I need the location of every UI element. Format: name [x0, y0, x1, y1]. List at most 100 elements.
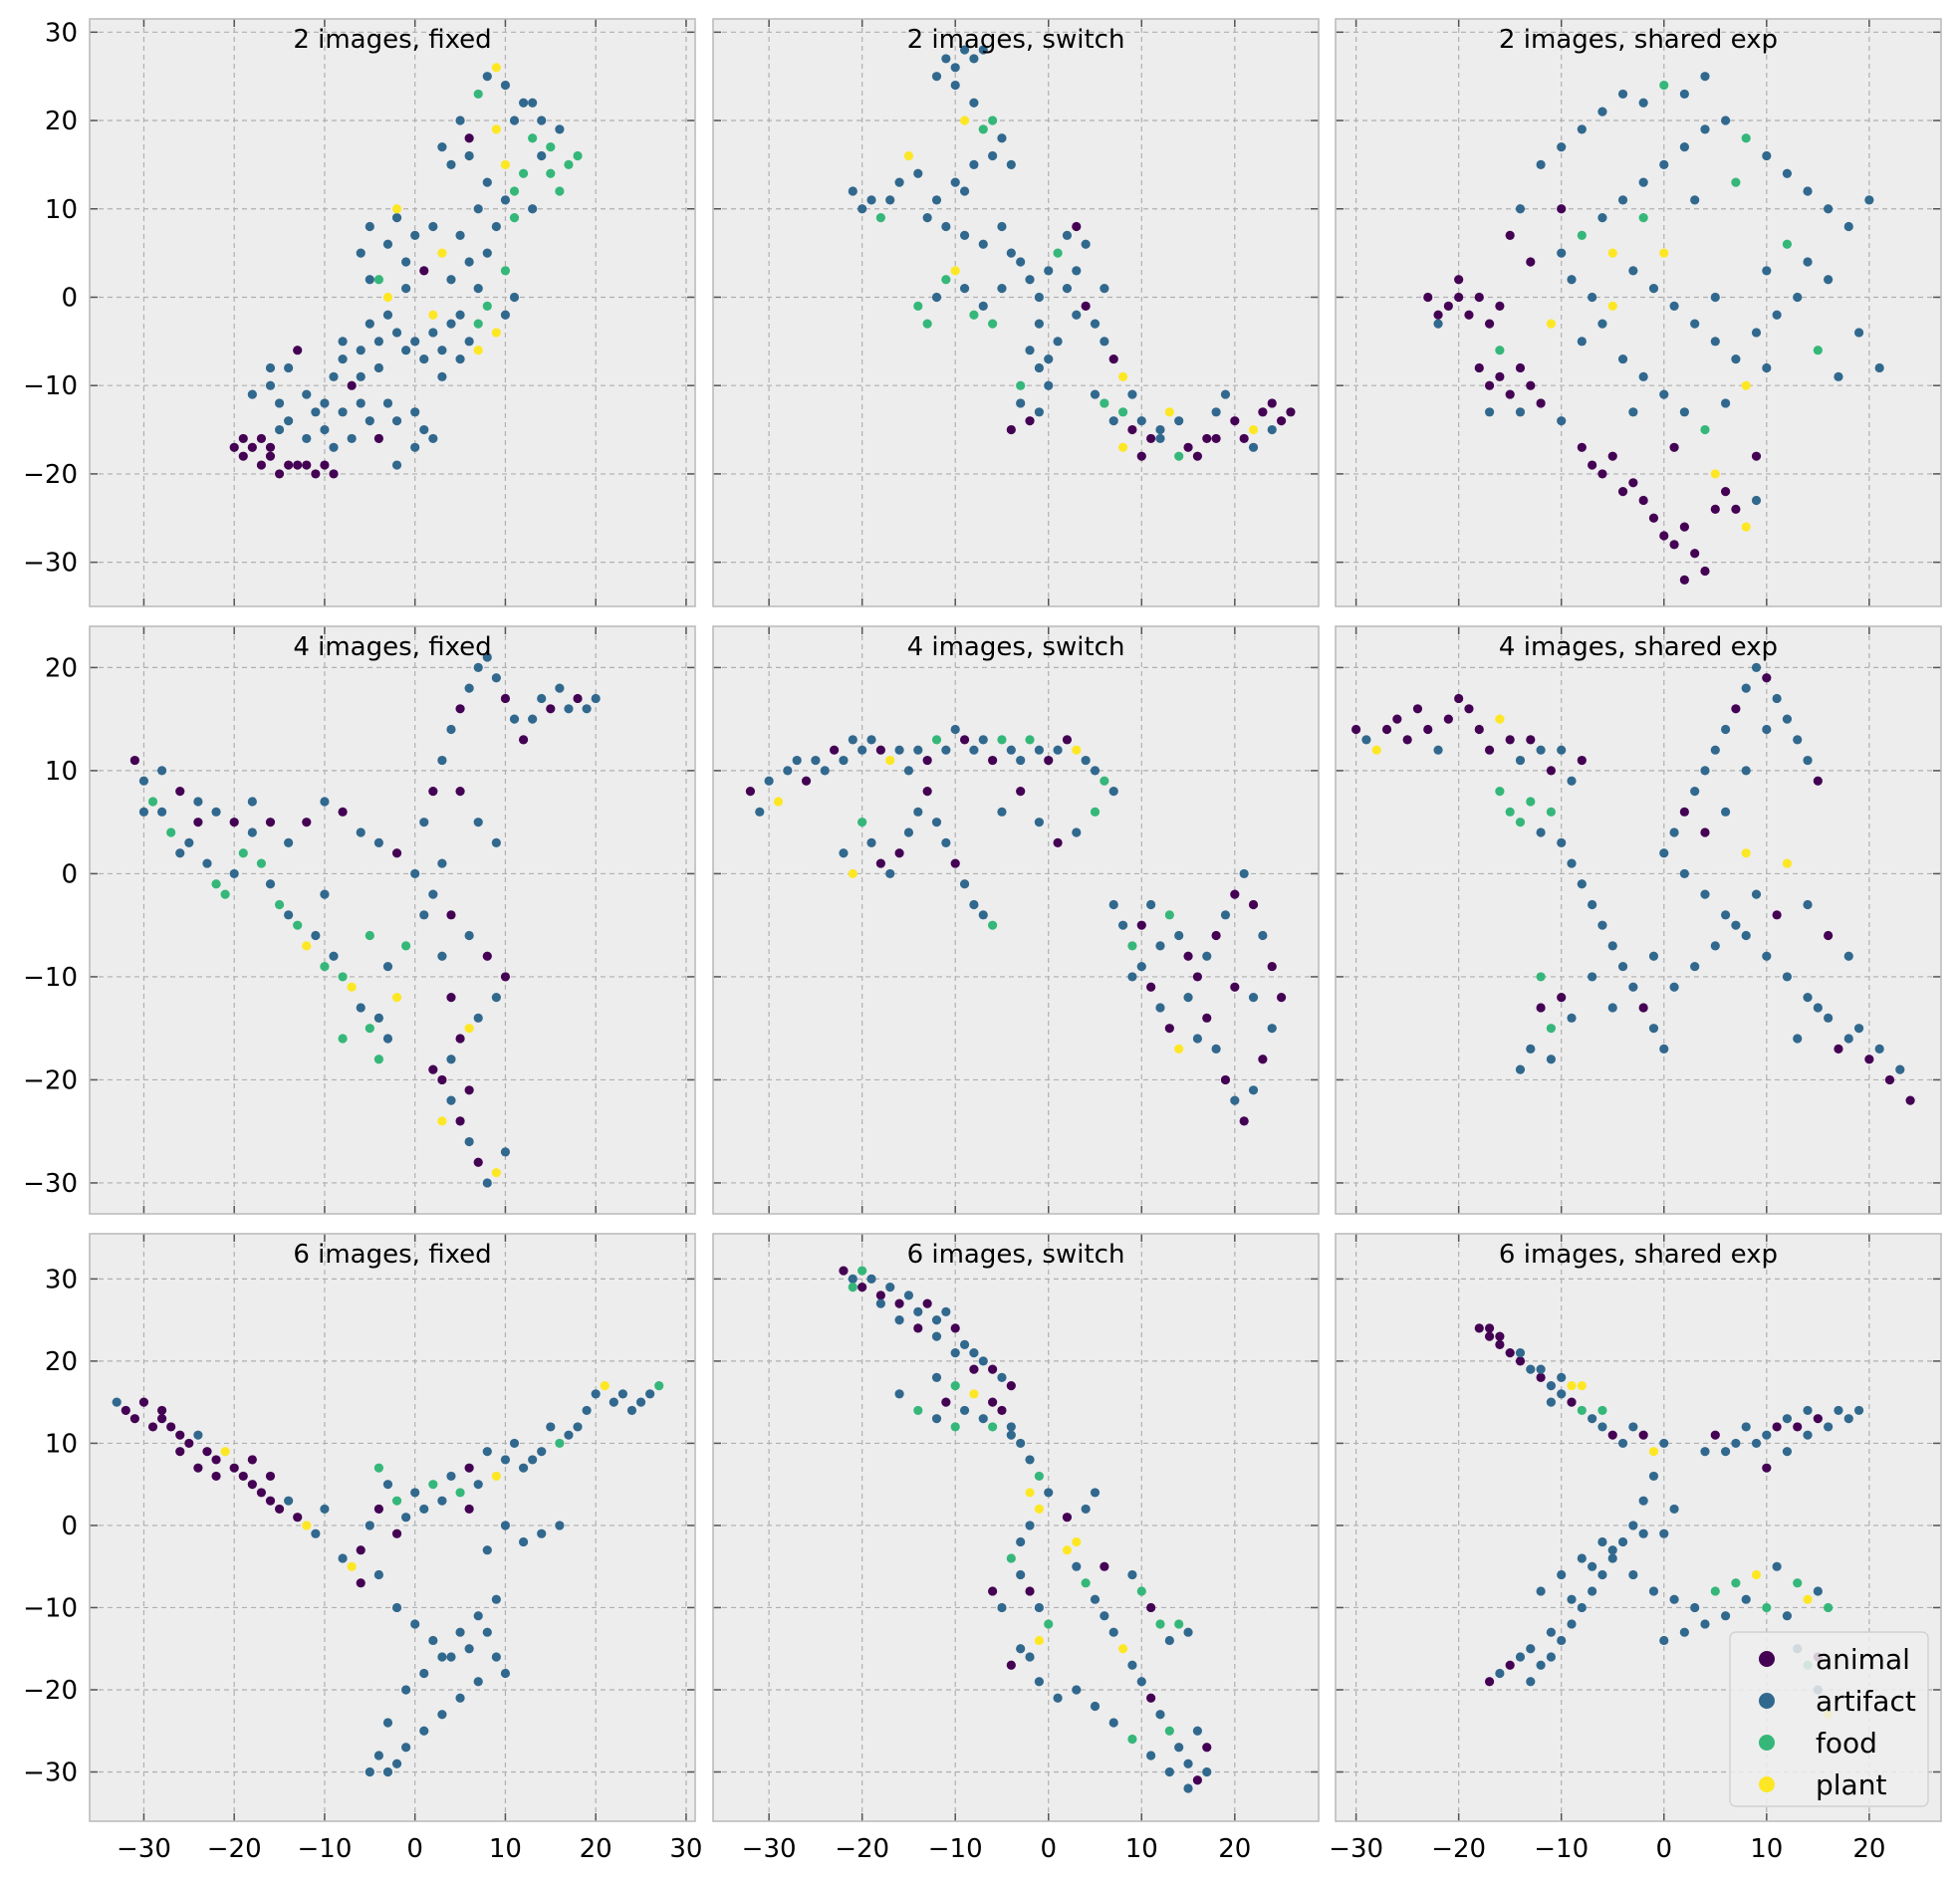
scatter-point-artifact — [1679, 868, 1689, 879]
scatter-point-artifact — [437, 1496, 447, 1506]
scatter-point-animal — [256, 460, 267, 470]
scatter-point-plant — [1495, 714, 1505, 724]
scatter-point-artifact — [391, 416, 402, 426]
scatter-point-animal — [1484, 319, 1495, 329]
scatter-point-artifact — [500, 195, 511, 205]
scatter-point-artifact — [1136, 1677, 1146, 1687]
scatter-point-food — [365, 930, 374, 941]
scatter-point-animal — [320, 460, 330, 470]
scatter-point-artifact — [112, 1397, 122, 1407]
scatter-point-food — [373, 1055, 383, 1064]
scatter-point-artifact — [1546, 1652, 1557, 1662]
scatter-point-animal — [1720, 487, 1731, 497]
scatter-point-animal — [1700, 566, 1710, 577]
scatter-point-artifact — [1006, 159, 1016, 169]
panel-title: 2 images, fixed — [293, 25, 491, 55]
scatter-point-animal — [446, 910, 456, 920]
scatter-point-artifact — [1710, 292, 1720, 303]
plot-area — [90, 626, 695, 1214]
y-tick-label: −10 — [23, 1593, 78, 1623]
scatter-point-animal — [1072, 221, 1082, 232]
scatter-point-artifact — [428, 328, 438, 338]
scatter-point-artifact — [1577, 879, 1587, 889]
scatter-point-plant — [491, 124, 501, 134]
scatter-point-artifact — [931, 72, 942, 82]
scatter-point-artifact — [284, 837, 294, 847]
scatter-point-artifact — [1648, 284, 1659, 294]
scatter-point-food — [1710, 1586, 1720, 1596]
scatter-point-artifact — [1211, 1044, 1221, 1054]
subplot-5: 4 images, switch — [712, 625, 1320, 1215]
scatter-point-animal — [175, 1430, 185, 1440]
legend-label: artifact — [1816, 1685, 1916, 1718]
x-tick-label: −20 — [207, 1834, 262, 1864]
scatter-point-food — [988, 116, 998, 125]
scatter-point-artifact — [1090, 1488, 1101, 1498]
scatter-point-artifact — [1597, 920, 1607, 930]
scatter-point-plant — [1034, 1504, 1044, 1515]
scatter-point-animal — [922, 1298, 932, 1308]
panel-title: 6 images, shared exp — [1499, 1240, 1778, 1270]
scatter-point-animal — [338, 807, 348, 817]
scatter-point-artifact — [922, 213, 932, 223]
scatter-point-animal — [1239, 1116, 1249, 1126]
scatter-point-artifact — [1044, 266, 1054, 276]
scatter-point-artifact — [1220, 910, 1231, 920]
scatter-point-animal — [121, 1405, 130, 1416]
scatter-point-artifact — [1628, 1569, 1638, 1580]
scatter-point-artifact — [311, 1528, 321, 1538]
scatter-point-artifact — [1248, 993, 1259, 1003]
scatter-point-artifact — [1016, 398, 1026, 408]
scatter-point-artifact — [1053, 1693, 1063, 1703]
scatter-point-artifact — [1617, 195, 1628, 205]
scatter-point-artifact — [1090, 1594, 1101, 1604]
scatter-point-artifact — [1044, 353, 1054, 364]
scatter-point-artifact — [446, 275, 456, 285]
scatter-point-animal — [988, 1397, 998, 1407]
scatter-point-artifact — [1607, 941, 1617, 951]
scatter-point-artifact — [564, 704, 574, 714]
scatter-point-artifact — [1720, 116, 1731, 125]
scatter-point-artifact — [1202, 951, 1212, 961]
panel-title: 4 images, shared exp — [1499, 632, 1778, 662]
scatter-point-artifact — [1628, 266, 1638, 276]
scatter-point-artifact — [1174, 930, 1184, 941]
y-tick-label: −30 — [23, 1758, 78, 1787]
scatter-point-animal — [1381, 724, 1392, 735]
scatter-point-food — [1034, 1471, 1044, 1482]
scatter-point-plant — [491, 328, 501, 338]
scatter-point-animal — [1505, 735, 1515, 745]
scatter-point-artifact — [446, 159, 456, 169]
scatter-point-artifact — [473, 204, 483, 214]
scatter-point-food — [1782, 239, 1793, 249]
scatter-point-artifact — [1081, 1504, 1091, 1515]
scatter-point-artifact — [464, 257, 474, 267]
scatter-point-artifact — [1597, 107, 1607, 117]
scatter-point-animal — [265, 1471, 276, 1482]
scatter-point-artifact — [482, 248, 492, 258]
scatter-point-artifact — [437, 371, 447, 381]
scatter-point-artifact — [419, 818, 429, 827]
scatter-point-animal — [1515, 362, 1526, 373]
scatter-point-animal — [573, 693, 583, 704]
scatter-point-artifact — [1072, 827, 1082, 837]
scatter-point-animal — [1505, 230, 1515, 240]
scatter-point-artifact — [1557, 142, 1567, 152]
scatter-point-artifact — [1526, 1044, 1536, 1054]
scatter-point-artifact — [1597, 1422, 1607, 1432]
scatter-point-artifact — [1669, 1504, 1679, 1515]
scatter-point-animal — [1638, 1430, 1648, 1440]
scatter-point-artifact — [1515, 1348, 1526, 1358]
scatter-point-food — [1136, 1586, 1146, 1596]
scatter-point-animal — [1192, 451, 1202, 461]
scatter-point-food — [950, 1381, 960, 1391]
scatter-point-artifact — [537, 693, 547, 704]
scatter-point-artifact — [1536, 1660, 1546, 1670]
scatter-point-artifact — [1016, 1536, 1026, 1547]
scatter-point-artifact — [401, 1685, 411, 1695]
scatter-point-artifact — [464, 1644, 474, 1654]
scatter-point-artifact — [356, 398, 366, 408]
scatter-point-artifact — [1762, 150, 1772, 161]
scatter-point-artifact — [428, 889, 438, 899]
scatter-point-animal — [373, 433, 383, 444]
